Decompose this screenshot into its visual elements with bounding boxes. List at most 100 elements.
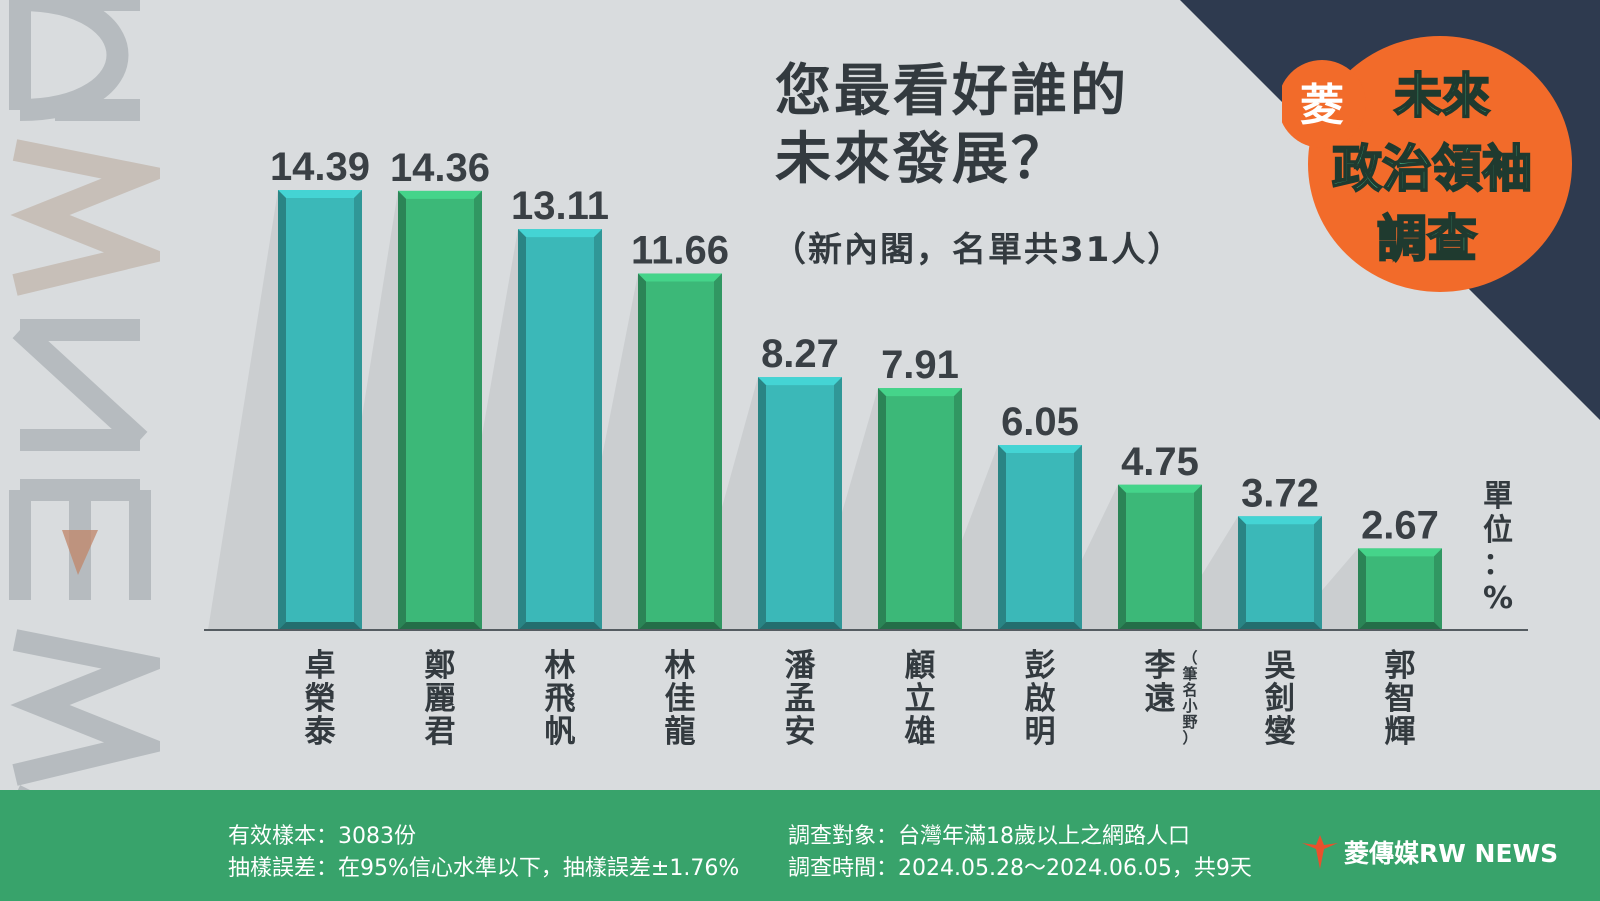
badge-line-1: 未來 <box>1394 68 1490 124</box>
value-label: 2.67 <box>1361 503 1439 547</box>
bar-body <box>638 273 722 630</box>
bar-right-bevel <box>1434 548 1442 630</box>
bar-body <box>758 377 842 630</box>
value-label: 4.75 <box>1121 440 1199 484</box>
chart-subtitle: （新內閣，名單共31人） <box>772 230 1184 270</box>
bar-bottom-bevel <box>878 622 962 630</box>
badge-line-2: 政治領袖 <box>1332 140 1532 198</box>
value-label: 11.66 <box>631 228 729 272</box>
bar-top-bevel <box>1358 548 1442 557</box>
bar-left-bevel <box>278 190 286 630</box>
bar <box>398 190 482 630</box>
bar-body <box>518 229 602 630</box>
footer <box>0 790 1600 901</box>
brand-name: 菱傳媒RW NEWS <box>1344 839 1559 868</box>
bar-top-bevel <box>1118 484 1202 493</box>
bar-left-bevel <box>1118 484 1126 630</box>
value-labels: 14.39 14.36 13.11 11.66 8.27 7.91 6.05 4.75 3.72… <box>270 145 1439 547</box>
bar <box>1118 484 1202 630</box>
bar-body <box>1358 548 1442 630</box>
bar-bottom-bevel <box>998 622 1082 630</box>
bar-body <box>1118 484 1202 630</box>
badge-line-3: 調查 <box>1377 210 1477 268</box>
unit-label: 單位：% <box>1478 480 1518 616</box>
footer-period: 調查時間：2024.05.28～2024.06.05，共9天 <box>788 856 1252 881</box>
footer-sample: 有效樣本：3083份 <box>228 824 416 849</box>
bar-left-bevel <box>398 190 406 630</box>
value-label: 6.05 <box>1001 400 1079 444</box>
bar-shadow <box>688 377 758 630</box>
bar <box>278 190 362 630</box>
watermark-logo <box>9 0 160 901</box>
bar-shadow <box>208 190 278 630</box>
bar-bottom-bevel <box>1358 622 1442 630</box>
bar <box>1238 516 1322 630</box>
category-label: 李遠 <box>1144 648 1176 717</box>
bar <box>998 445 1082 630</box>
unit-label-char: ： <box>1483 547 1513 582</box>
bar-right-bevel <box>1194 484 1202 630</box>
category-label: 林飛帆 <box>544 648 576 750</box>
bar-top-bevel <box>1238 516 1322 525</box>
unit-label-char: % <box>1482 581 1514 616</box>
bar-shadow <box>448 229 518 630</box>
bar-left-bevel <box>1238 516 1246 630</box>
bar-left-bevel <box>758 377 766 630</box>
bar-right-bevel <box>594 229 602 630</box>
bar <box>878 388 962 630</box>
bar-top-bevel <box>398 190 482 199</box>
title-line-1: 您最看好誰的 <box>775 59 1129 124</box>
survey-badge: 菱 未來 政治領袖 調查 <box>1282 36 1572 292</box>
value-label: 13.11 <box>511 184 609 228</box>
badge-char: 菱 <box>1300 80 1344 131</box>
bar-bottom-bevel <box>1118 622 1202 630</box>
bar-right-bevel <box>714 273 722 630</box>
footer-target: 調查對象：台灣年滿18歲以上之網路人口 <box>788 824 1190 849</box>
category-label: 鄭麗君 <box>424 648 456 750</box>
bar-bottom-bevel <box>518 622 602 630</box>
bar-right-bevel <box>354 190 362 630</box>
bar-shadow <box>328 190 398 630</box>
footer-error: 抽樣誤差：在95%信心水準以下，抽樣誤差±1.76% <box>228 856 740 881</box>
value-label: 8.27 <box>761 332 839 376</box>
unit-label-char: 單 <box>1483 479 1513 514</box>
bar-body <box>398 190 482 630</box>
value-label: 7.91 <box>881 343 959 387</box>
unit-label-char: 位 <box>1483 513 1513 548</box>
bar-top-bevel <box>758 377 842 386</box>
bar-chart: 14.39 14.36 13.11 11.66 8.27 7.91 6.05 4.75 3.72… <box>204 145 1528 631</box>
bar-bottom-bevel <box>758 622 842 630</box>
bar <box>1358 548 1442 630</box>
bar <box>758 377 842 630</box>
brand-mark-icon <box>1302 835 1338 869</box>
category-label: 顧立雄 <box>904 648 936 750</box>
bar-bottom-bevel <box>398 622 482 630</box>
bar-top-bevel <box>998 445 1082 454</box>
bar-left-bevel <box>518 229 526 630</box>
category-label: 林佳龍 <box>664 648 696 750</box>
bar <box>518 229 602 630</box>
bar-body <box>278 190 362 630</box>
category-label: 彭啟明 <box>1024 648 1056 750</box>
bar-top-bevel <box>518 229 602 238</box>
category-label: 卓榮泰 <box>304 648 336 750</box>
bar-body <box>1238 516 1322 630</box>
category-label: 潘孟安 <box>784 648 816 750</box>
title-line-2: 未來發展？ <box>775 127 1070 192</box>
category-label: 吳釗燮 <box>1264 648 1296 750</box>
category-note: （筆名小野） <box>1182 649 1198 747</box>
bars <box>278 190 1442 630</box>
bar-top-bevel <box>878 388 962 397</box>
value-label: 14.36 <box>390 146 490 190</box>
bar-bottom-bevel <box>638 622 722 630</box>
bar-body <box>878 388 962 630</box>
bar-body <box>998 445 1082 630</box>
bar-shadow <box>1288 548 1358 630</box>
bar-left-bevel <box>878 388 886 630</box>
bar-top-bevel <box>278 190 362 198</box>
bar-top-bevel <box>638 273 722 282</box>
value-label: 3.72 <box>1241 471 1319 515</box>
category-label: 郭智輝 <box>1384 648 1416 750</box>
bar-right-bevel <box>834 377 842 630</box>
